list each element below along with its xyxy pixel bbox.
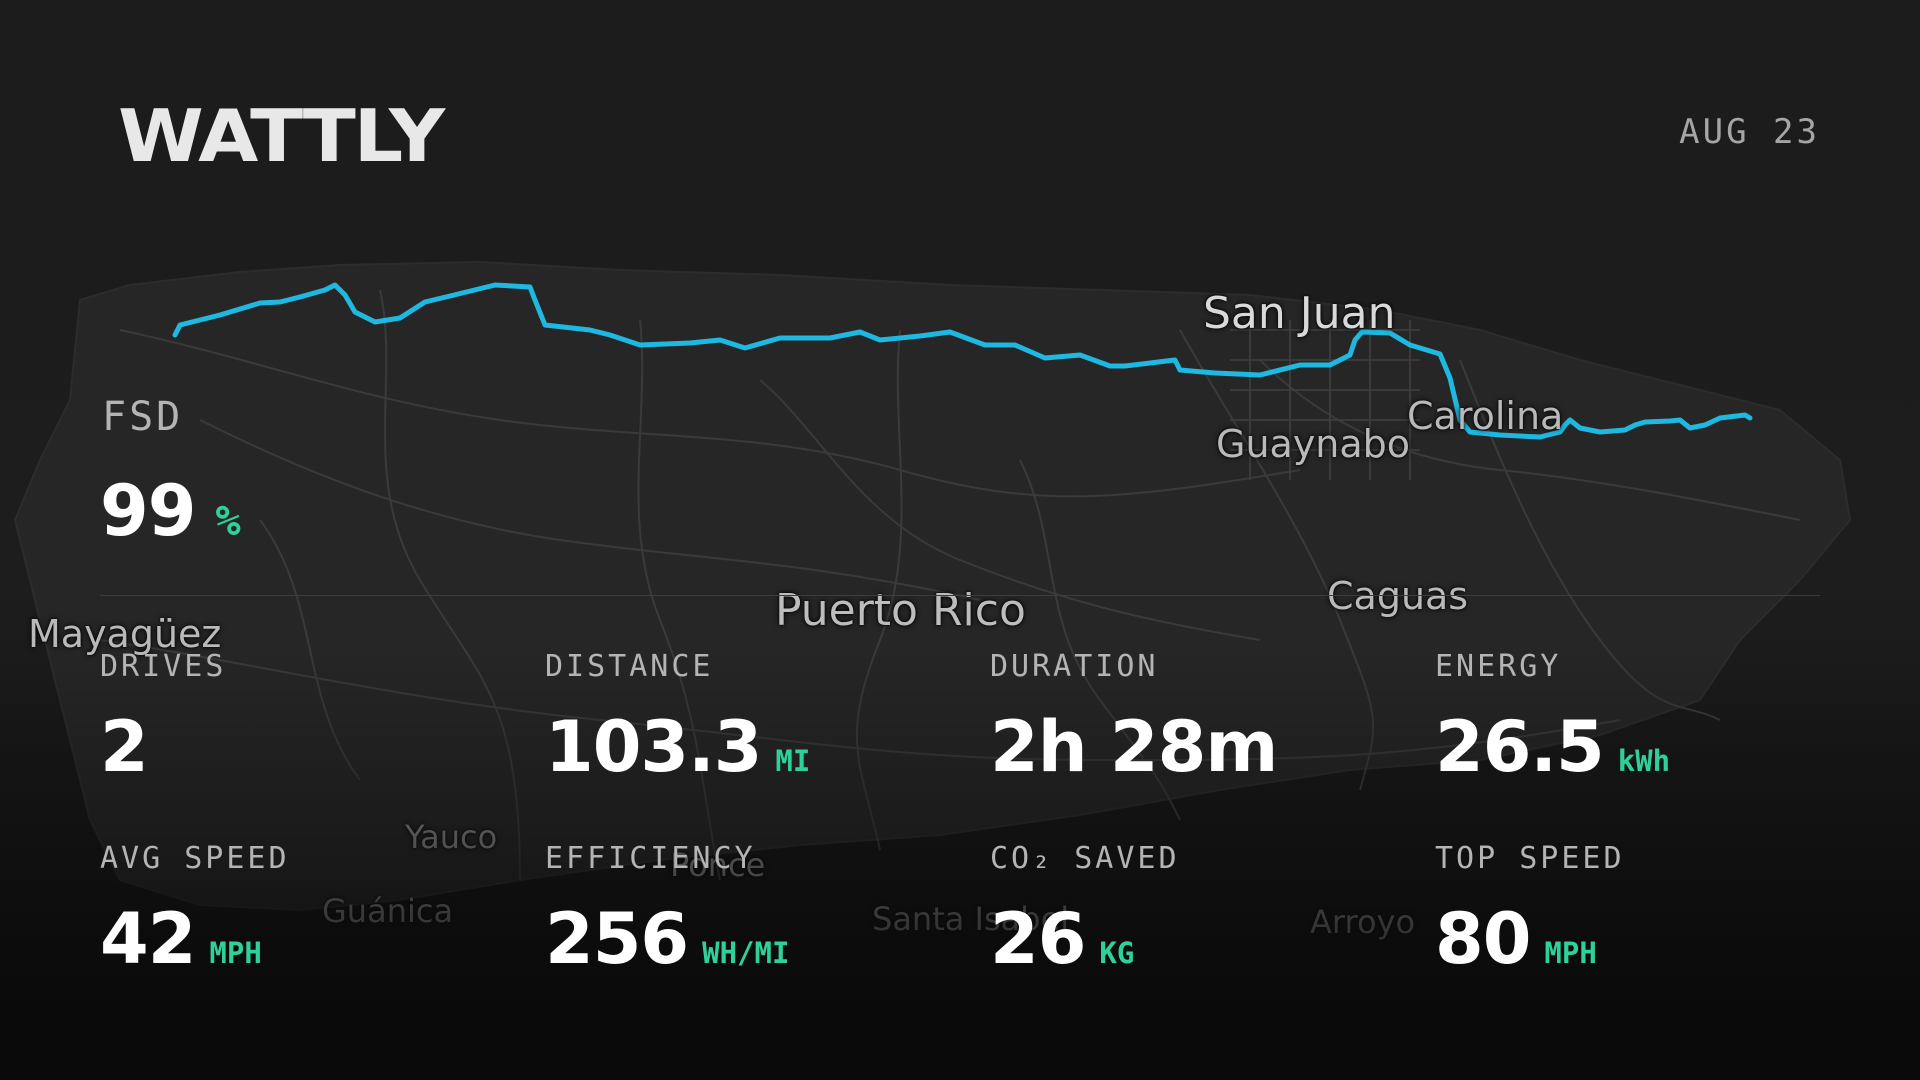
stat-label: DISTANCE — [545, 649, 714, 684]
fsd-value: 99 — [100, 470, 196, 552]
stat-efficiency: EFFICIENCY 256 WH/MI — [545, 841, 965, 975]
stat-value-row: 26.5 kWh — [1435, 712, 1855, 782]
stat-top-speed: TOP SPEED 80 MPH — [1435, 841, 1855, 975]
stat-duration: DURATION 2h 28m — [990, 649, 1410, 783]
stat-unit: MPH — [209, 936, 262, 970]
stat-value: 80 — [1435, 898, 1531, 980]
stat-value-row: 2 — [100, 712, 520, 782]
map-label-caguas: Caguas — [1327, 574, 1469, 618]
stat-value: 2h 28m — [990, 706, 1278, 788]
stat-value-row: 42 MPH — [100, 904, 520, 974]
stat-distance: DISTANCE 103.3 MI — [545, 649, 965, 783]
stat-label: AVG SPEED — [100, 841, 290, 876]
stat-value-row: 256 WH/MI — [545, 904, 965, 974]
stat-unit: MI — [775, 744, 811, 778]
stat-value: 42 — [100, 898, 196, 980]
stat-avg-speed: AVG SPEED 42 MPH — [100, 841, 520, 975]
stat-value: 26 — [990, 898, 1086, 980]
trip-date: AUG 23 — [1679, 112, 1820, 152]
logo: WATTLY — [118, 94, 445, 178]
stat-label: DURATION — [990, 649, 1159, 684]
stat-label: EFFICIENCY — [545, 841, 756, 876]
fsd-value-row: 99% — [100, 470, 241, 552]
stat-unit: kWh — [1617, 744, 1671, 778]
stat-value: 2 — [100, 706, 149, 788]
stat-label: ENERGY — [1435, 649, 1562, 684]
stat-value-row: 2h 28m — [990, 712, 1410, 782]
stat-value-row: 80 MPH — [1435, 904, 1855, 974]
stat-co2-saved: CO₂ SAVED 26 KG — [990, 841, 1410, 975]
stat-label: TOP SPEED — [1435, 841, 1625, 876]
fsd-label: FSD — [102, 394, 184, 440]
stat-unit: MPH — [1544, 936, 1597, 970]
stat-energy: ENERGY 26.5 kWh — [1435, 649, 1855, 783]
section-divider — [100, 595, 1820, 596]
stat-label: CO₂ SAVED — [990, 841, 1180, 876]
stat-value: 26.5 — [1435, 706, 1605, 788]
stat-unit: WH/MI — [702, 936, 790, 970]
map-label-guaynabo: Guaynabo — [1216, 422, 1411, 466]
stat-value: 256 — [545, 898, 689, 980]
stat-value-row: 103.3 MI — [545, 712, 965, 782]
stat-value: 103.3 — [545, 706, 762, 788]
stat-value-row: 26 KG — [990, 904, 1410, 974]
map-label-puerto-rico: Puerto Rico — [775, 585, 1026, 636]
stat-label: DRIVES — [100, 649, 227, 684]
stat-unit: KG — [1099, 936, 1135, 970]
stat-drives: DRIVES 2 — [100, 649, 520, 783]
map-label-san-juan: San Juan — [1203, 288, 1396, 339]
map-label-carolina: Carolina — [1407, 394, 1564, 438]
fsd-unit: % — [215, 496, 241, 545]
